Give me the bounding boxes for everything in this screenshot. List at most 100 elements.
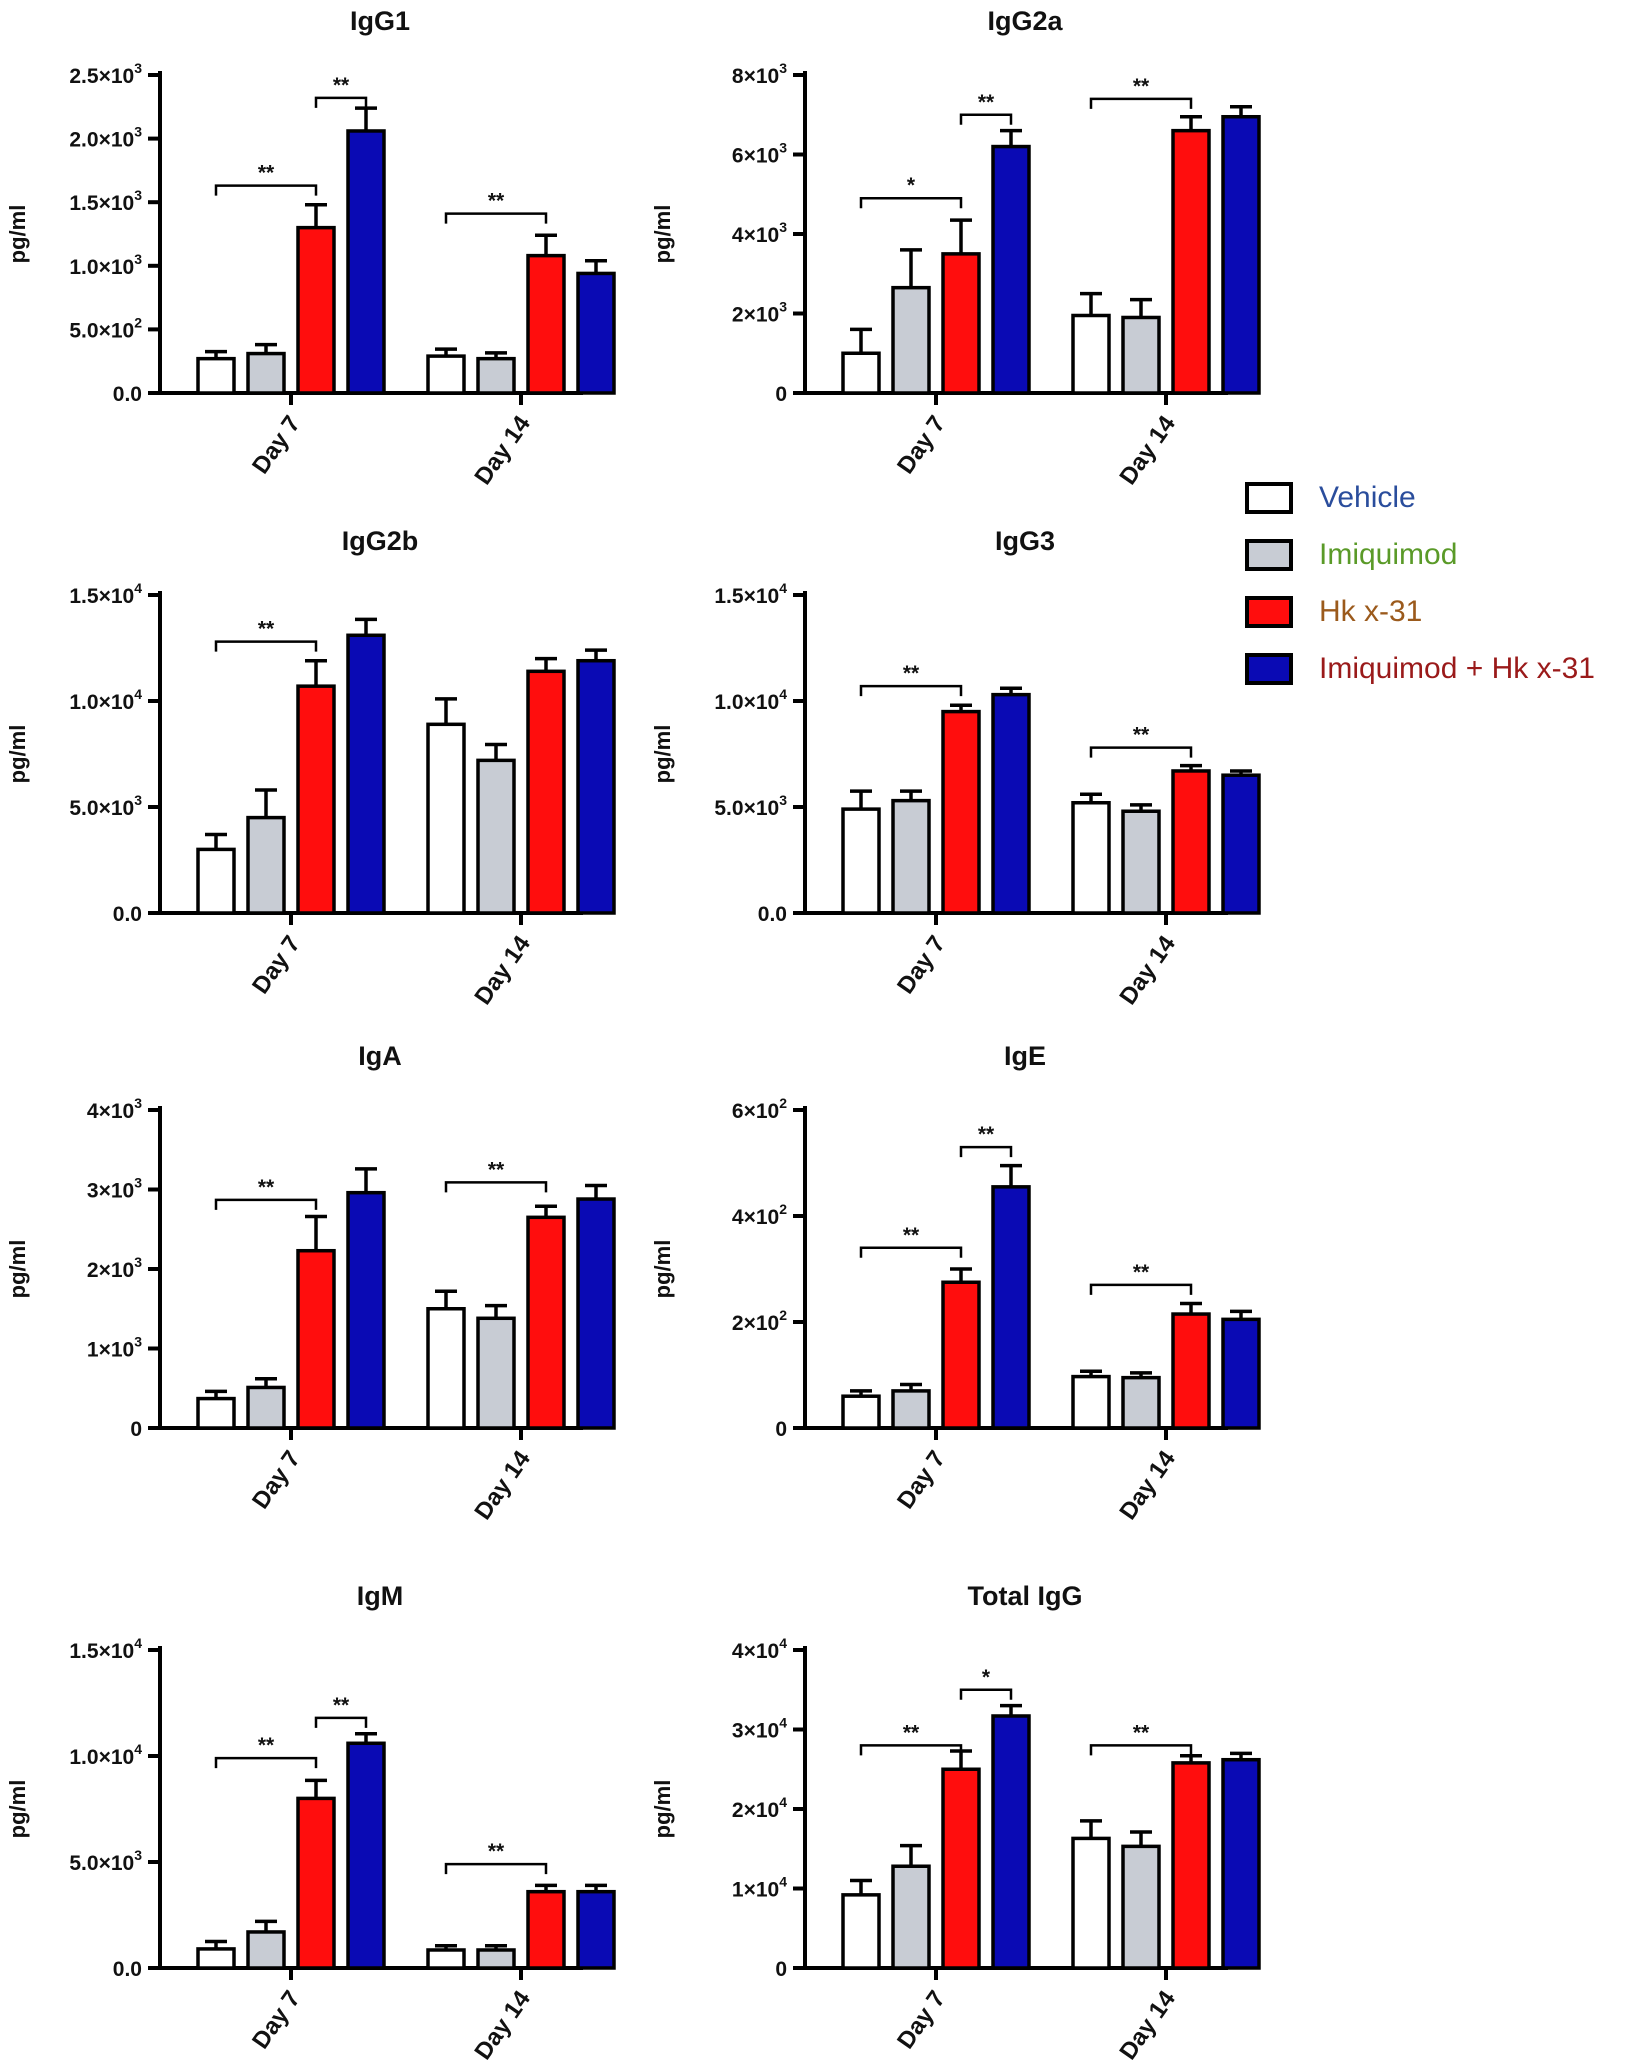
significance-bracket [959, 1145, 1013, 1158]
bar-hk-x-31 [296, 684, 336, 915]
significance-label: ** [978, 1123, 995, 1146]
bar-imiquimod [246, 1385, 286, 1430]
chart-title: IgG2a [987, 6, 1063, 36]
bar-imiquimod [246, 1930, 286, 1970]
y-tick-label: 8×103 [732, 60, 787, 88]
y-tick-label: 1.0×104 [714, 686, 787, 714]
bar-imiquimod-hk-x-31 [576, 658, 616, 915]
y-tick-exponent: 3 [779, 219, 787, 235]
y-tick-label: 5.0×103 [69, 1847, 142, 1875]
significance-bracket [214, 1198, 318, 1210]
bar-vehicle [841, 351, 881, 395]
significance-label: ** [488, 1840, 505, 1863]
significance-label: ** [258, 1734, 275, 1757]
x-tick-label: Day 7 [892, 931, 951, 999]
y-tick-exponent: 2 [779, 1201, 787, 1217]
bar-vehicle [196, 356, 236, 395]
significance-label: ** [488, 190, 505, 213]
significance-bracket [1089, 97, 1193, 109]
significance-label: ** [333, 74, 350, 97]
x-tick-label: Day 7 [892, 411, 951, 479]
y-tick-exponent: 3 [779, 140, 787, 156]
significance-bracket [1089, 746, 1193, 758]
bar-imiquimod-hk-x-31 [1221, 1757, 1261, 1970]
y-tick-label: 2.0×103 [69, 124, 142, 152]
y-axis-label: pg/ml [650, 725, 675, 784]
chart-igg1: IgG1 pg/ml 0.0 5.0×102 1.0×103 1.5×103 2.0×103… [5, 6, 616, 490]
y-tick-exponent: 3 [134, 1175, 142, 1191]
bar-imiquimod [891, 798, 931, 915]
y-tick-label: 0 [775, 383, 787, 406]
significance-bracket [1089, 1283, 1193, 1295]
y-tick-exponent: 4 [779, 1874, 787, 1890]
y-tick-exponent: 4 [134, 686, 142, 702]
bar-vehicle [426, 354, 466, 395]
y-tick-label: 0 [130, 1418, 142, 1441]
significance-label: ** [903, 662, 920, 685]
y-tick-exponent: 4 [134, 1741, 142, 1757]
legend-label-hk-x31: Hk x-31 [1319, 595, 1423, 628]
significance-bracket [214, 640, 318, 652]
bar-imiquimod [476, 1948, 516, 1970]
bar-vehicle [1071, 313, 1111, 395]
y-tick-label: 4×104 [732, 1635, 787, 1663]
bar-imiquimod [476, 356, 516, 395]
significance-label: ** [1133, 724, 1150, 747]
bar-hk-x-31 [526, 1215, 566, 1430]
y-tick-label: 3×104 [732, 1715, 787, 1743]
y-axis-label: pg/ml [650, 1240, 675, 1299]
y-axis-label: pg/ml [650, 1780, 675, 1839]
bar-imiquimod [1121, 1844, 1161, 1970]
bar-imiquimod-hk-x-31 [346, 129, 386, 395]
chart-total-igg: Total IgG pg/ml 0 1×104 2×104 3×104 4×104 Day 7… [650, 1581, 1261, 2065]
significance-label: ** [488, 1158, 505, 1181]
chart-igg3: IgG3 pg/ml 0.0 5.0×103 1.0×104 1.5×104 Day 7 Da… [650, 526, 1261, 1010]
bar-hk-x-31 [941, 1767, 981, 1970]
significance-bracket [1089, 1744, 1193, 1756]
y-tick-label: 1.0×104 [69, 1741, 142, 1769]
bar-vehicle [196, 1396, 236, 1430]
bar-vehicle [426, 1307, 466, 1430]
bar-imiquimod-hk-x-31 [1221, 1317, 1261, 1430]
y-tick-label: 3×103 [87, 1175, 142, 1203]
legend-item-imiquimod: Imiquimod [1245, 535, 1457, 575]
x-tick-label: Day 7 [247, 1446, 306, 1514]
y-tick-label: 6×103 [732, 140, 787, 168]
y-tick-label: 4×103 [87, 1095, 142, 1123]
chart-igm: IgM pg/ml 0.0 5.0×103 1.0×104 1.5×104 Day 7 Day… [5, 1581, 616, 2065]
significance-bracket [859, 1246, 963, 1258]
y-tick-label: 0.0 [113, 903, 142, 926]
bar-vehicle [426, 1948, 466, 1970]
y-tick-exponent: 4 [134, 1635, 142, 1651]
y-tick-label: 1.0×104 [69, 686, 142, 714]
bar-imiquimod-hk-x-31 [346, 633, 386, 915]
y-tick-exponent: 4 [779, 1715, 787, 1731]
chart-igg2a: IgG2a pg/ml 0 2×103 4×103 6×103 8×103 Day 7 Day … [650, 6, 1261, 490]
y-tick-exponent: 3 [134, 60, 142, 76]
significance-label: ** [258, 1176, 275, 1199]
significance-bracket [214, 184, 318, 196]
legend-swatch-imiquimod-hk-x31 [1245, 653, 1293, 685]
y-axis-label: pg/ml [5, 1240, 30, 1299]
chart-title: IgA [358, 1041, 402, 1071]
significance-bracket [859, 684, 963, 697]
significance-bracket [859, 196, 963, 209]
bar-vehicle [196, 1947, 236, 1970]
x-tick-label: Day 14 [1114, 1445, 1181, 1524]
significance-label: ** [978, 91, 995, 114]
y-tick-label: 1.5×104 [69, 1635, 142, 1663]
bar-vehicle [1071, 1374, 1111, 1430]
significance-bracket [444, 212, 548, 224]
bar-imiquimod-hk-x-31 [1221, 773, 1261, 915]
y-tick-label: 2×102 [732, 1307, 787, 1335]
y-tick-label: 6×102 [732, 1095, 787, 1123]
bar-vehicle [426, 722, 466, 915]
bar-hk-x-31 [941, 1280, 981, 1430]
bar-imiquimod [891, 285, 931, 395]
y-axis-label: pg/ml [5, 725, 30, 784]
y-tick-exponent: 3 [134, 1254, 142, 1270]
bar-vehicle [841, 807, 881, 915]
bar-imiquimod-hk-x-31 [576, 271, 616, 395]
bar-hk-x-31 [1171, 1312, 1211, 1430]
significance-bracket [859, 1744, 963, 1756]
